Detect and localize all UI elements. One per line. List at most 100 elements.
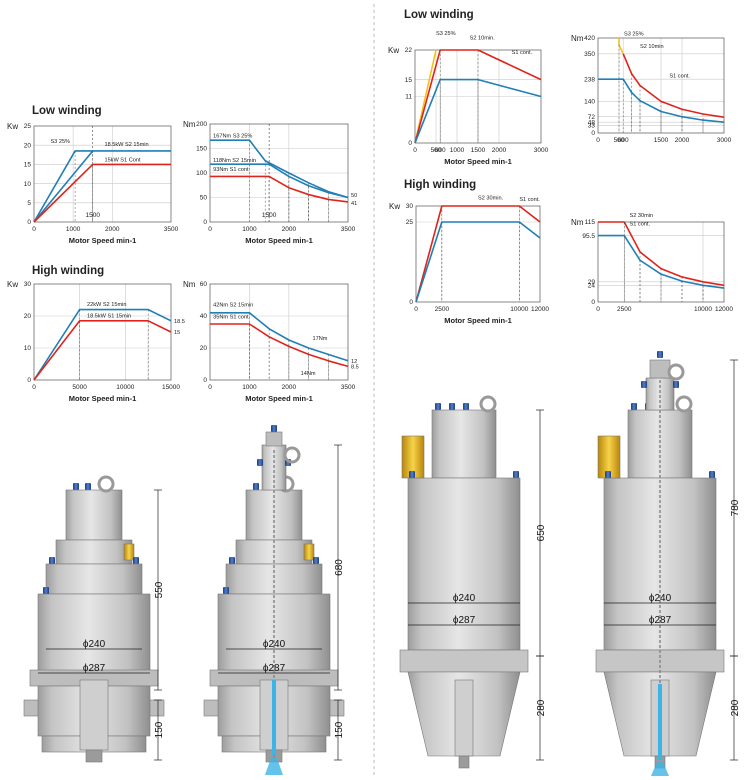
lifting-eye-icon [675, 395, 693, 413]
nose-tip [458, 755, 470, 769]
x-tick-label: 2000 [105, 226, 120, 233]
bolt-icon [449, 403, 455, 410]
end-value-label: 15 [174, 330, 180, 336]
dimension-label: 680 [334, 559, 345, 576]
top-housing [431, 409, 497, 479]
y-tick-label: 11 [405, 94, 412, 101]
y-tick-label: 48 [588, 119, 596, 126]
coolant-cap [265, 431, 283, 447]
connector-icon [123, 543, 135, 561]
x-tick-label: 1000 [66, 226, 81, 233]
y-tick-label: 10 [24, 181, 32, 188]
series-line-1 [33, 319, 172, 381]
dimension-label: 650 [536, 524, 547, 541]
right-high-winding-title: High winding [404, 179, 476, 191]
x-tick-label: 3500 [164, 226, 179, 233]
x-tick-label: 1000 [242, 384, 257, 391]
series-line-2 [33, 163, 171, 223]
x-tick-label: 0 [208, 384, 212, 391]
series-line-0 [33, 308, 172, 381]
lifting-eye-icon [97, 475, 115, 493]
series-line-2 [598, 78, 725, 123]
x-tick-label: 2000 [282, 384, 297, 391]
nose-taper [454, 679, 474, 757]
end-value-label: 41 [351, 201, 357, 207]
x-tick-label: 15000 [162, 384, 180, 391]
x-tick-label: 0 [413, 147, 417, 154]
y-tick-label: 115 [585, 219, 596, 226]
annotation: S2 30min. [478, 196, 504, 202]
diameter-label: ϕ240 [453, 593, 476, 604]
dimension-label: 780 [730, 499, 741, 516]
bolt-icon [223, 587, 229, 594]
annotation: S1 cont. [512, 50, 533, 56]
y-tick-label: 420 [584, 35, 595, 42]
annotation: S1 cont. [669, 74, 690, 80]
annotation: 118Nm S2 15min [213, 158, 256, 164]
plot-frame [209, 123, 349, 223]
bolt-icon [43, 587, 49, 594]
y-tick-label: 0 [591, 299, 595, 306]
x-tick-label: 500 [614, 137, 625, 144]
x-tick-label: 2000 [282, 226, 297, 233]
y-tick-label: 24 [588, 283, 596, 290]
chart-low-winding-torque-left: 0 1000 2000 3500 0 50 100 150 200 1500 Nm Motor Spe… [183, 120, 357, 245]
annotation: S2 10min. [470, 35, 496, 41]
y-axis-label: Kw [388, 46, 399, 55]
right-low-winding-title: Low winding [404, 9, 474, 21]
left-high-winding-title: High winding [32, 265, 104, 277]
bolt-icon [73, 483, 79, 490]
x-tick-label: 3500 [341, 384, 356, 391]
x-tick-label: 2500 [617, 306, 632, 313]
bolt-icon [709, 471, 715, 478]
series-line-0 [618, 38, 624, 55]
end-value-label: 12 [351, 359, 357, 365]
annotation: S1 cont. [519, 197, 540, 203]
annotation: 22kW S2 15min [87, 302, 126, 308]
spindle-2: ϕ240 ϕ287 680 150 [203, 425, 345, 775]
bolt-icon [657, 351, 663, 358]
grid [210, 284, 348, 380]
y-tick-label: 238 [584, 76, 595, 83]
y-tick-label: 15 [405, 77, 413, 84]
bolt-icon [271, 425, 277, 432]
diameter-label: ϕ287 [649, 615, 672, 626]
y-tick-label: 40 [200, 313, 208, 320]
y-tick-label: 140 [584, 99, 595, 106]
x-axis-label: Motor Speed min-1 [245, 394, 313, 403]
lifting-eye-icon [479, 395, 497, 413]
dimension-label: 150 [334, 721, 345, 738]
y-tick-label: 0 [27, 219, 31, 226]
x-tick-label: 500 [431, 147, 442, 154]
series-line-2 [414, 78, 542, 144]
x-axis-label: Motor Speed min-1 [444, 316, 512, 325]
grid [416, 206, 540, 302]
bolt-icon [409, 471, 415, 478]
chart-high-winding-power-right: 0 2500 10000 12000 0 25 30 Kw Motor Speed min-1 S… [389, 196, 549, 325]
y-tick-label: 15 [24, 162, 32, 169]
x-axis-label: Motor Speed min-1 [444, 157, 512, 166]
y-tick-label: 0 [591, 130, 595, 137]
y-tick-label: 0 [203, 219, 207, 226]
x-tick-label: 1000 [450, 147, 465, 154]
y-tick-label: 50 [200, 195, 208, 202]
y-tick-label: 0 [27, 377, 31, 384]
main-body [407, 477, 521, 651]
bolt-icon [49, 557, 55, 564]
x-tick-label: 3500 [341, 226, 356, 233]
series-line-1 [210, 323, 349, 368]
series-line-1 [622, 53, 725, 118]
annotation: S1 cont. [630, 221, 651, 227]
end-value-label: 8.5 [351, 364, 359, 370]
x-axis-label: Motor Speed min-1 [69, 394, 137, 403]
x-ref-label: 1500 [262, 212, 277, 219]
x-tick-label: 600 [435, 147, 446, 154]
x-tick-label: 3000 [717, 137, 732, 144]
annotation: S2 30min [630, 213, 654, 219]
dimension-label: 280 [536, 699, 547, 716]
coolant-spray [651, 762, 669, 776]
y-tick-label: 60 [200, 281, 208, 288]
annotation: 18.5kW S1 15min [87, 313, 131, 319]
